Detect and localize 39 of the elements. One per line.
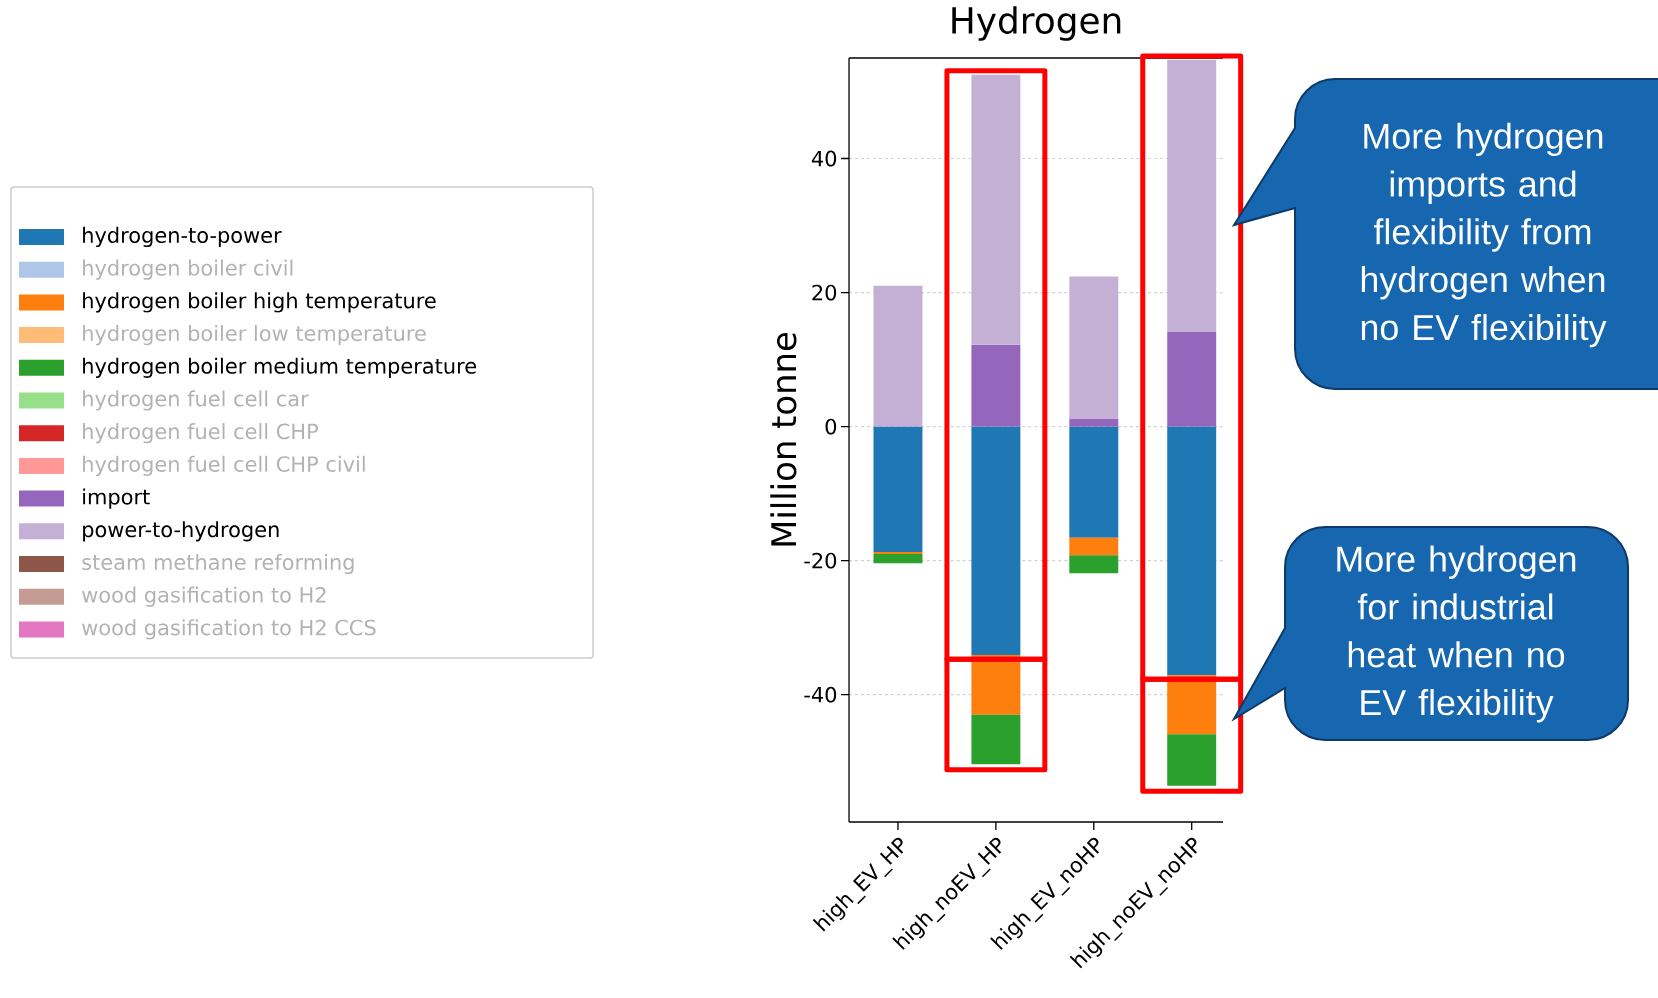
- bar: [873, 551, 923, 554]
- legend-label: hydrogen fuel cell CHP civil: [83, 455, 365, 477]
- legend-label: hydrogen boiler medium temperature: [83, 357, 477, 378]
- legend-label: hydrogen boiler high temperature: [83, 292, 436, 313]
- legend-label: hydrogen boiler civil: [83, 259, 293, 280]
- bar: [1069, 418, 1119, 427]
- legend-label: wood gasification to H2: [82, 586, 326, 607]
- y-tick-label: 0: [825, 418, 837, 435]
- bar: [1167, 60, 1217, 333]
- legend-label: hydrogen boiler low temperature: [83, 324, 426, 346]
- y-tick-label: -40: [804, 686, 837, 703]
- legend-label: import: [83, 488, 150, 509]
- y-tick-label: 20: [812, 284, 837, 301]
- legend-label: steam methane reforming: [82, 553, 354, 575]
- bar: [1167, 734, 1217, 786]
- bar: [1069, 276, 1119, 419]
- bar: [873, 553, 923, 564]
- legend-label: wood gasification to H2 CCS: [82, 619, 376, 640]
- bar: [1167, 675, 1217, 735]
- bar: [971, 74, 1021, 345]
- bar: [873, 426, 923, 552]
- y-tick-label: 40: [811, 150, 837, 167]
- bar: [971, 655, 1021, 715]
- legend-label: hydrogen fuel cell car: [83, 390, 309, 411]
- legend-label: hydrogen fuel cell CHP: [83, 423, 318, 444]
- bar: [1069, 537, 1119, 556]
- bar: [873, 285, 923, 427]
- y-axis-title: Million tonne: [770, 332, 797, 546]
- y-tick-label: -20: [804, 552, 837, 569]
- text: More hydrogen for industrial heat when no EV flexibility: [1337, 545, 1576, 723]
- bar: [1167, 332, 1217, 427]
- text: More hydrogen imports and flexibility from hydrogen when no EV flexibility: [1361, 122, 1607, 348]
- bar: [971, 344, 1021, 427]
- legend-label: power-to-hydrogen: [83, 521, 279, 542]
- bar: [1069, 555, 1119, 574]
- legend-label: hydrogen-to-power: [83, 226, 282, 248]
- bar: [971, 714, 1021, 765]
- chart-title: Hydrogen: [952, 6, 1121, 41]
- bar: [1069, 426, 1119, 538]
